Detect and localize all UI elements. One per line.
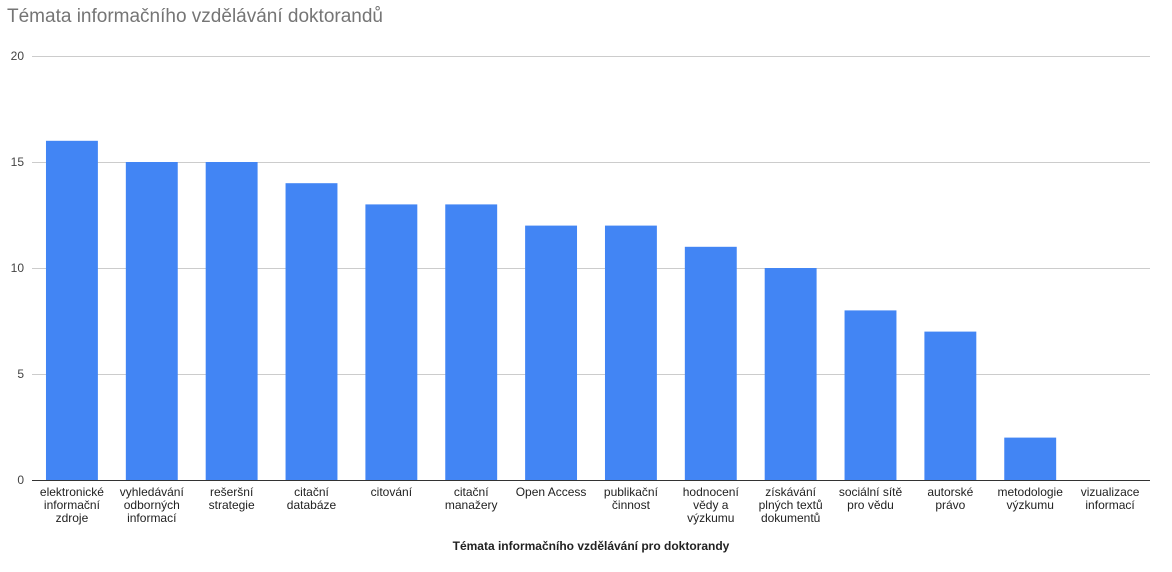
x-tick-label-line: plných textů: [759, 498, 823, 512]
bar: [205, 162, 258, 480]
x-tick-label: citování: [371, 485, 413, 499]
bar: [45, 140, 98, 481]
x-axis-ticks: elektronické informační zdroje vyhledávání o…: [40, 485, 1140, 525]
bar: [764, 268, 817, 480]
x-tick-label-line: zdroje: [56, 511, 89, 525]
x-tick-label-line: citování: [371, 485, 413, 499]
x-tick-label-line: vyhledávání: [120, 485, 185, 499]
bar: [684, 246, 737, 480]
x-tick-label: Open Access: [516, 485, 587, 499]
bar: [525, 225, 578, 480]
x-tick-label: autorské právo: [927, 485, 973, 512]
chart-title: Témata informačního vzdělávání doktorand…: [7, 6, 383, 27]
x-tick-label-line: metodologie: [998, 485, 1064, 499]
bar: [125, 162, 178, 480]
x-tick-label-line: vizualizace: [1081, 485, 1140, 499]
x-tick-label-line: dokumentů: [761, 511, 820, 525]
x-tick-label: hodnocení vědy a výzkumu: [683, 485, 740, 525]
y-tick-label: 10: [11, 261, 25, 275]
x-tick-label: získávání plných textů dokumentů: [759, 485, 823, 525]
bar: [1004, 437, 1057, 480]
y-tick-label: 0: [17, 473, 24, 487]
x-tick-label-line: vědy a: [693, 498, 729, 512]
x-tick-label-line: právo: [935, 498, 965, 512]
x-tick-label-line: činnost: [612, 498, 651, 512]
bar: [285, 183, 338, 480]
x-tick-label: vizualizace informací: [1081, 485, 1140, 512]
bar: [604, 225, 657, 480]
x-tick-label-line: elektronické: [40, 485, 104, 499]
y-axis-ticks: 0 5 10 15 20: [11, 49, 25, 487]
x-tick-label-line: pro vědu: [847, 498, 894, 512]
x-tick-label: vyhledávání odborných informací: [120, 485, 185, 525]
y-tick-label: 15: [11, 155, 25, 169]
gridlines: [32, 56, 1150, 481]
x-tick-label-line: získávání: [765, 485, 816, 499]
x-tick-label-line: informací: [1085, 498, 1135, 512]
x-tick-label-line: databáze: [287, 498, 337, 512]
x-tick-label-line: Open Access: [516, 485, 587, 499]
bar: [844, 310, 897, 480]
bar: [365, 204, 418, 480]
x-tick-label: elektronické informační zdroje: [40, 485, 104, 525]
x-tick-label-line: informací: [127, 511, 177, 525]
x-tick-label: sociální sítě pro vědu: [839, 485, 903, 512]
x-tick-label-line: výzkumu: [1007, 498, 1054, 512]
x-axis-label: Témata informačního vzdělávání pro dokto…: [453, 539, 730, 553]
y-tick-label: 20: [11, 49, 25, 63]
bar: [924, 331, 977, 480]
bar: [445, 204, 498, 480]
x-tick-label-line: sociální sítě: [839, 485, 903, 499]
x-tick-label-line: autorské: [927, 485, 973, 499]
bars: [45, 140, 1057, 481]
x-tick-label-line: hodnocení: [683, 485, 740, 499]
x-tick-label-line: manažery: [445, 498, 498, 512]
x-tick-label-line: citační: [454, 485, 489, 499]
x-tick-label-line: odborných: [124, 498, 180, 512]
y-tick-label: 5: [17, 367, 24, 381]
x-tick-label: citační databáze: [287, 485, 337, 512]
x-tick-label-line: informační: [44, 498, 101, 512]
x-tick-label-line: strategie: [209, 498, 255, 512]
x-tick-label-line: výzkumu: [687, 511, 734, 525]
x-tick-label-line: citační: [294, 485, 329, 499]
x-tick-label: metodologie výzkumu: [998, 485, 1064, 512]
x-tick-label: rešeršní strategie: [209, 485, 255, 512]
x-tick-label: publikační činnost: [604, 485, 659, 512]
x-tick-label-line: rešeršní: [210, 485, 254, 499]
x-tick-label: citační manažery: [445, 485, 498, 512]
x-tick-label-line: publikační: [604, 485, 659, 499]
